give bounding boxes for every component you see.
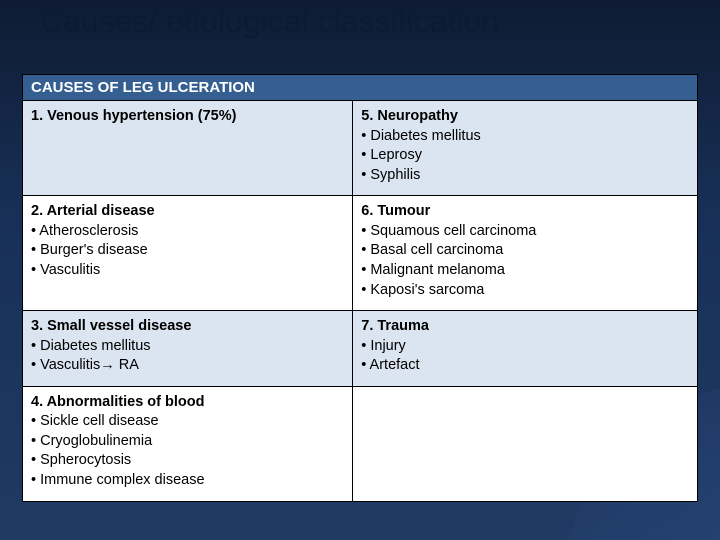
table-cell: 4. Abnormalities of blood • Sickle cell d… bbox=[23, 387, 353, 501]
bullet-item: • Injury bbox=[361, 337, 689, 357]
bullet-item: • Syphilis bbox=[361, 166, 689, 186]
cell-title: 2. Arterial disease bbox=[31, 203, 155, 219]
table-cell: 2. Arterial disease • Atherosclerosis• Bu… bbox=[23, 196, 353, 310]
table-row: 2. Arterial disease • Atherosclerosis• Bu… bbox=[23, 196, 697, 311]
cell-title: 1. Venous hypertension (75%) bbox=[31, 108, 236, 124]
bullet-item: • Spherocytosis bbox=[31, 451, 344, 471]
table-cell: 7. Trauma • Injury• Artefact bbox=[353, 311, 697, 386]
slide-title: Causes/ etiological classification bbox=[40, 4, 499, 39]
bullet-item: • Artefact bbox=[361, 356, 689, 376]
cell-title: 4. Abnormalities of blood bbox=[31, 394, 204, 410]
table-cell: 3. Small vessel disease • Diabetes mellit… bbox=[23, 311, 353, 386]
bullet-item: • Atherosclerosis bbox=[31, 222, 344, 242]
table-row: 1. Venous hypertension (75%) 5. Neuropath… bbox=[23, 101, 697, 196]
table-cell bbox=[353, 387, 697, 501]
bullet-item: • Burger's disease bbox=[31, 241, 344, 261]
causes-table: CAUSES OF LEG ULCERATION 1. Venous hyper… bbox=[22, 74, 698, 502]
cell-title: 3. Small vessel disease bbox=[31, 318, 191, 334]
cell-title: 6. Tumour bbox=[361, 203, 430, 219]
table-row: 3. Small vessel disease • Diabetes mellit… bbox=[23, 311, 697, 387]
bullet-item: • Diabetes mellitus bbox=[361, 127, 689, 147]
table-cell: 5. Neuropathy • Diabetes mellitus• Lepros… bbox=[353, 101, 697, 195]
bullet-item: • Leprosy bbox=[361, 146, 689, 166]
bullet-item: • Diabetes mellitus bbox=[31, 337, 344, 357]
bullet-item: • Basal cell carcinoma bbox=[361, 241, 689, 261]
bullet-item: • Malignant melanoma bbox=[361, 261, 689, 281]
table-cell: 6. Tumour • Squamous cell carcinoma• Basa… bbox=[353, 196, 697, 310]
bullet-item: • Cryoglobulinemia bbox=[31, 432, 344, 452]
bullet-item: • Vasculitis→ RA bbox=[31, 356, 344, 376]
table-header: CAUSES OF LEG ULCERATION bbox=[23, 75, 697, 101]
bullet-item: • Vasculitis bbox=[31, 261, 344, 281]
bullet-item: • Sickle cell disease bbox=[31, 412, 344, 432]
bullet-item: • Immune complex disease bbox=[31, 471, 344, 491]
cell-title: 7. Trauma bbox=[361, 318, 429, 334]
table-row: 4. Abnormalities of blood • Sickle cell d… bbox=[23, 387, 697, 501]
bullet-item: • Kaposi's sarcoma bbox=[361, 281, 689, 301]
cell-title: 5. Neuropathy bbox=[361, 108, 458, 124]
table-cell: 1. Venous hypertension (75%) bbox=[23, 101, 353, 195]
bullet-item: • Squamous cell carcinoma bbox=[361, 222, 689, 242]
